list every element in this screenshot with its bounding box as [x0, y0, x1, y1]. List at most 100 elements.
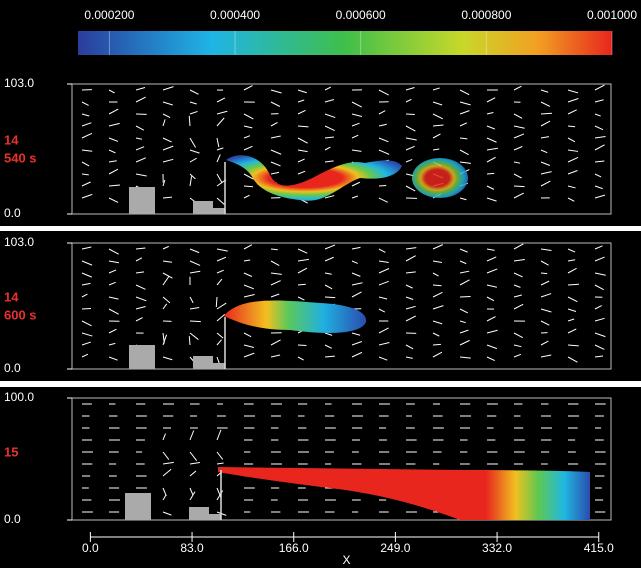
- vector: [378, 137, 389, 143]
- vector: [567, 344, 579, 347]
- vector: [378, 308, 386, 313]
- vector: [324, 284, 333, 290]
- vector: [594, 99, 604, 103]
- vector: [189, 332, 199, 340]
- vector: [81, 353, 89, 358]
- vector: [486, 147, 498, 151]
- vector: [513, 185, 525, 188]
- vector: [378, 197, 388, 203]
- vector: [189, 451, 198, 462]
- vector: [216, 339, 222, 346]
- vector: [297, 344, 307, 347]
- vector: [243, 194, 250, 199]
- vector: [162, 272, 173, 279]
- vector: [405, 159, 413, 163]
- vector: [459, 101, 471, 106]
- vector: [540, 161, 550, 166]
- vector: [513, 284, 521, 288]
- colorbar-tick-label: 0.000200: [84, 8, 134, 22]
- vector: [594, 144, 605, 151]
- vector: [540, 308, 552, 313]
- vector: [162, 303, 168, 310]
- vector: [540, 149, 548, 154]
- vector: [108, 122, 120, 127]
- vector: [162, 461, 174, 465]
- vector: [81, 113, 90, 117]
- vector: [162, 356, 173, 361]
- y-tick-label: 0.0: [4, 206, 21, 220]
- vector: [162, 245, 169, 250]
- vector: [108, 89, 115, 94]
- vector: [108, 342, 116, 346]
- vector: [540, 293, 552, 298]
- vector: [243, 244, 253, 250]
- vector: [405, 296, 414, 300]
- vector: [324, 125, 335, 132]
- concentration-plume: [412, 158, 468, 198]
- vector: [486, 137, 497, 143]
- vector: [513, 353, 522, 358]
- building: [189, 507, 209, 520]
- vector: [162, 334, 168, 346]
- vector: [486, 284, 498, 288]
- vector: [189, 296, 194, 304]
- vector: [189, 487, 194, 495]
- vector: [432, 244, 444, 250]
- x-tick-label: 166.0: [279, 541, 309, 555]
- vector: [216, 278, 223, 286]
- x-tick-label: 415.0: [584, 541, 614, 555]
- building: [125, 493, 151, 520]
- vector: [324, 256, 334, 262]
- vector: [594, 113, 601, 117]
- vector: [108, 137, 119, 142]
- vector: [81, 193, 93, 199]
- vector: [81, 101, 89, 106]
- vector: [297, 267, 308, 274]
- time-label: 14: [4, 289, 19, 304]
- x-tick-label: 332.0: [482, 541, 512, 555]
- vector: [189, 89, 199, 95]
- vector: [567, 308, 577, 312]
- vector: [324, 355, 335, 358]
- vector: [162, 137, 172, 143]
- vector: [405, 125, 416, 132]
- vector: [459, 308, 469, 314]
- vector: [189, 149, 200, 154]
- vector: [378, 342, 390, 346]
- vector: [378, 89, 389, 96]
- vector: [189, 270, 201, 274]
- vector: [216, 462, 224, 465]
- vector: [162, 494, 167, 501]
- vector: [513, 113, 523, 119]
- vector: [324, 160, 334, 163]
- vector: [567, 109, 577, 115]
- vector: [108, 260, 120, 264]
- vector: [108, 197, 119, 203]
- vector: [351, 101, 362, 108]
- vector: [432, 305, 444, 310]
- vector: [162, 511, 172, 516]
- y-tick-label: 103.0: [4, 76, 34, 90]
- vector: [594, 160, 605, 163]
- vector: [594, 194, 606, 199]
- vector: [594, 125, 604, 131]
- colorbar: [78, 31, 612, 55]
- vector: [81, 282, 91, 286]
- vector: [351, 134, 359, 139]
- vector: [432, 124, 444, 127]
- plot-frame: [71, 397, 612, 521]
- vector: [297, 283, 306, 286]
- vector: [108, 168, 119, 175]
- vector: [324, 244, 336, 250]
- vector: [216, 332, 224, 339]
- vector: [297, 99, 305, 103]
- vector: [162, 119, 166, 127]
- vector: [243, 185, 254, 188]
- y-tick-label: 0.0: [4, 512, 21, 526]
- vector: [162, 468, 172, 477]
- vector: [215, 296, 218, 308]
- vector: [432, 260, 443, 263]
- vector: [486, 256, 497, 262]
- vector: [351, 260, 358, 264]
- vector: [459, 356, 471, 359]
